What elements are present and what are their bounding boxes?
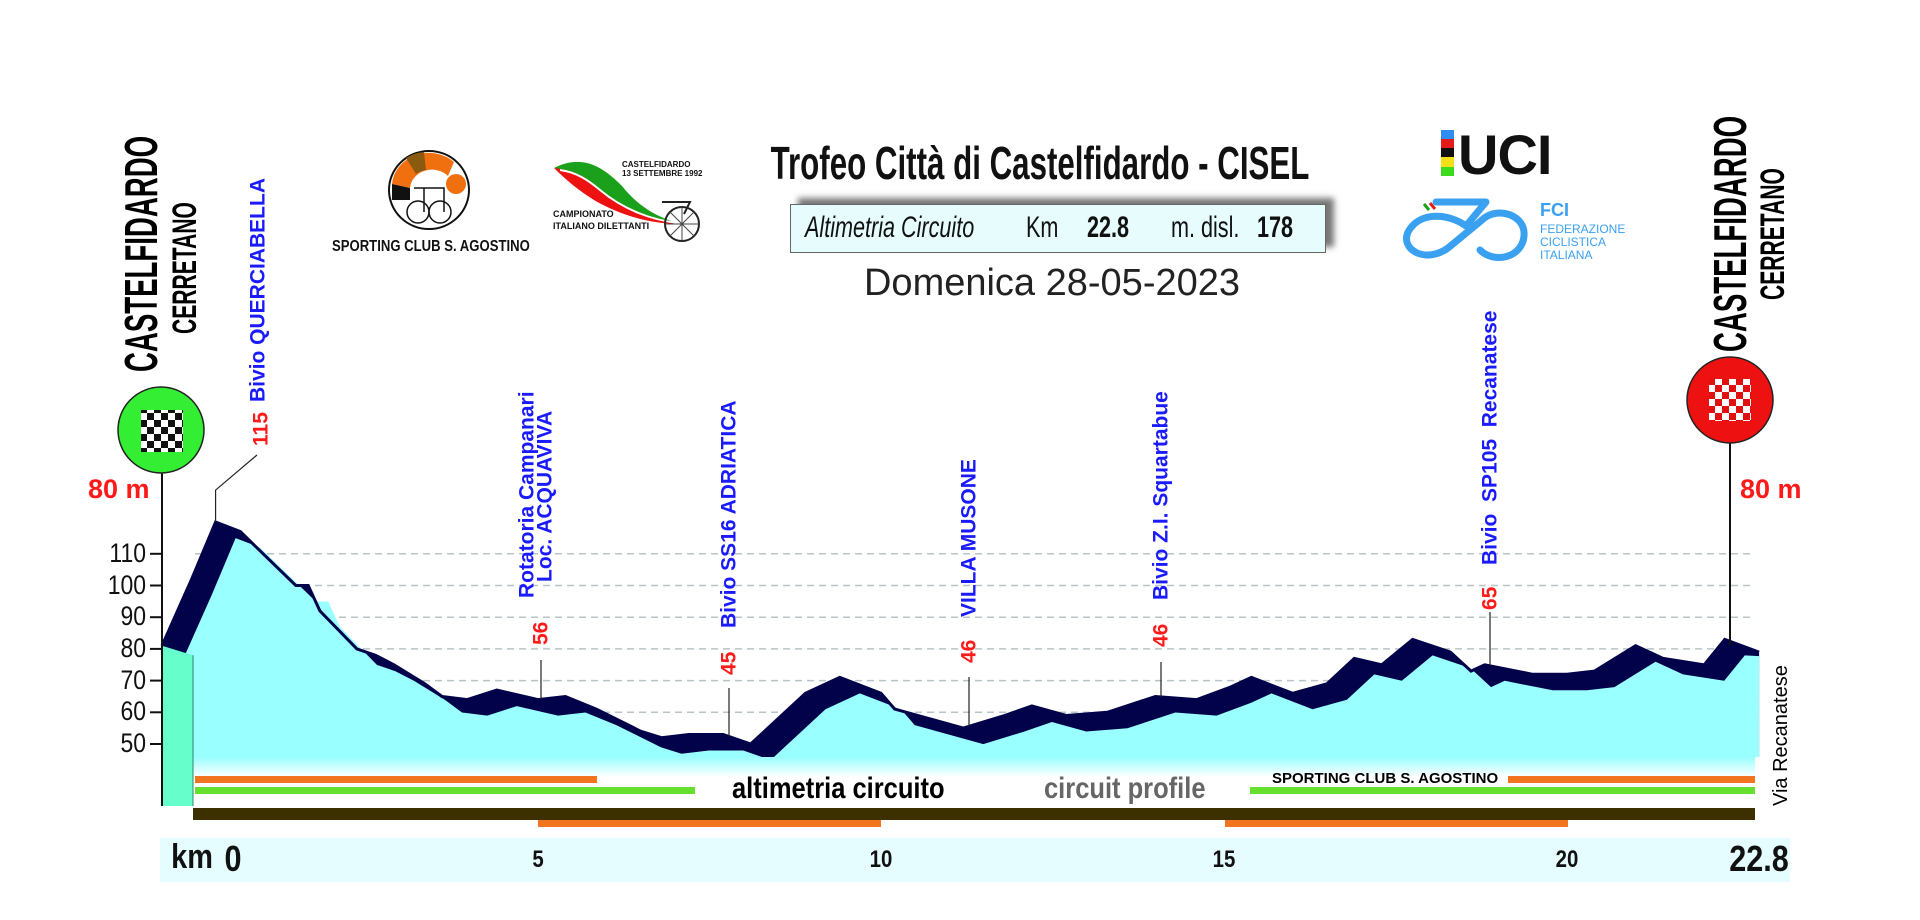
- x-tick-label: 20: [1555, 846, 1579, 873]
- sporting-club-logo-text: SPORTING CLUB S. AGOSTINO: [332, 238, 530, 255]
- climb-value: 178: [1257, 211, 1294, 244]
- campionato-text-1: CASTELFIDARDO: [622, 160, 691, 169]
- waypoint-altitude: 45: [717, 651, 741, 675]
- race-date: Domenica 28-05-2023: [863, 262, 1241, 304]
- waypoint-label: Bivio SS16 ADRIATICA: [717, 400, 741, 628]
- x-tick-label: 0: [224, 838, 242, 879]
- campionato-text-3: CAMPIONATO: [553, 209, 614, 219]
- profile-fill: [182, 538, 1760, 760]
- y-tick-label: 70: [120, 664, 146, 695]
- start-strip: [162, 645, 193, 806]
- waypoint-altitude: 46: [957, 639, 981, 663]
- legend-profile-it: altimetria circuito: [732, 772, 945, 805]
- km-value: 22.8: [1087, 211, 1130, 244]
- legend-profile-en: circuit profile: [1044, 772, 1206, 805]
- orange-segment-2: [1225, 820, 1568, 827]
- waypoint-altitude: 65: [1478, 586, 1502, 610]
- waypoint-label: Bivio SP105 Recanatese: [1478, 310, 1502, 565]
- fci-cyclist-icon: [1403, 198, 1528, 261]
- profile-line: [160, 520, 1760, 746]
- km-label: Km: [1026, 211, 1059, 244]
- campionato-text-4: ITALIANO DILETTANTI: [553, 221, 650, 231]
- x-tick-label: 15: [1212, 846, 1236, 873]
- race-title: Trofeo Città di Castelfidardo - CISEL: [770, 137, 1310, 189]
- x-tick-label: 10: [869, 846, 893, 873]
- waypoint-altitude: 56: [529, 621, 553, 645]
- orange-segment-1: [538, 820, 881, 827]
- x-axis-unit-label: km: [171, 838, 213, 876]
- x-tick-label: 5: [532, 846, 544, 873]
- waypoint-label: Loc. ACQUAVIVA: [533, 410, 557, 582]
- uci-logo-text: UCI: [1458, 123, 1552, 186]
- y-tick-label: 50: [120, 728, 146, 758]
- uci-rainbow-icon: [1441, 130, 1454, 176]
- fci-logo-text: FCI: [1540, 200, 1569, 220]
- fci-line-1: FEDERAZIONE: [1540, 222, 1626, 236]
- legend-sponsor: SPORTING CLUB S. AGOSTINO: [1272, 770, 1499, 787]
- waypoint-label: VILLA MUSONE: [957, 459, 981, 617]
- road-label: Via Recanatese: [1770, 665, 1792, 806]
- profile-fade: [193, 757, 1755, 777]
- waypoint-label: Bivio QUERCIABELLA: [246, 177, 270, 402]
- x-tick-label: 22.8: [1729, 838, 1789, 879]
- y-tick-label: 90: [120, 601, 146, 632]
- markers: [117, 356, 1774, 806]
- y-tick-label: 80: [120, 632, 146, 663]
- profile-layer: [160, 520, 1760, 806]
- start-altitude-label: 80 m: [88, 474, 150, 504]
- info-label: Altimetria Circuito: [805, 211, 975, 244]
- waypoint-label: Bivio Z.I. Squartabue: [1149, 391, 1173, 600]
- finish-checkered-flag-icon: [1709, 379, 1751, 421]
- orange-stripe-right: [1508, 776, 1755, 783]
- x-axis-band: [160, 838, 1790, 882]
- finish-altitude-label: 80 m: [1740, 474, 1802, 504]
- waypoint-altitude: 115: [249, 412, 273, 446]
- y-tick-label: 110: [109, 537, 146, 568]
- sporting-club-logo: [388, 150, 470, 230]
- y-tick-label: 60: [120, 696, 146, 727]
- campionato-text-2: 13 SETTEMBRE 1992: [622, 169, 703, 178]
- climb-label: m. disl.: [1171, 211, 1240, 244]
- orange-stripe-left: [195, 776, 597, 783]
- track-bar: [193, 808, 1755, 820]
- waypoint-leader-line: [214, 454, 258, 523]
- campionato-logo: [554, 161, 700, 242]
- green-stripe-right: [1250, 787, 1755, 794]
- green-stripe-left: [195, 787, 695, 794]
- waypoint-altitude: 46: [1149, 623, 1173, 647]
- circuit-info-box: Altimetria Circuito Km 22.8 m. disl. 178: [790, 204, 1326, 253]
- fci-line-2: CICLISTICA: [1540, 235, 1607, 249]
- y-tick-label: 100: [107, 569, 146, 600]
- start-checkered-flag-icon: [141, 410, 183, 452]
- waypoint-leaders: [214, 454, 1491, 737]
- fci-line-3: ITALIANA: [1540, 248, 1593, 262]
